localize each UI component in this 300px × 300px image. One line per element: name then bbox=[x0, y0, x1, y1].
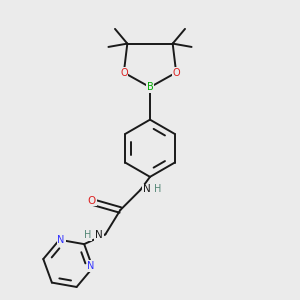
Text: N: N bbox=[58, 235, 65, 245]
Text: O: O bbox=[120, 68, 127, 78]
Text: O: O bbox=[88, 196, 96, 206]
Text: H: H bbox=[154, 184, 161, 194]
Text: N: N bbox=[87, 261, 95, 271]
Text: B: B bbox=[147, 82, 153, 92]
Text: N: N bbox=[142, 184, 150, 194]
Text: H: H bbox=[84, 230, 92, 240]
Text: N: N bbox=[95, 230, 103, 240]
Text: O: O bbox=[172, 68, 180, 78]
